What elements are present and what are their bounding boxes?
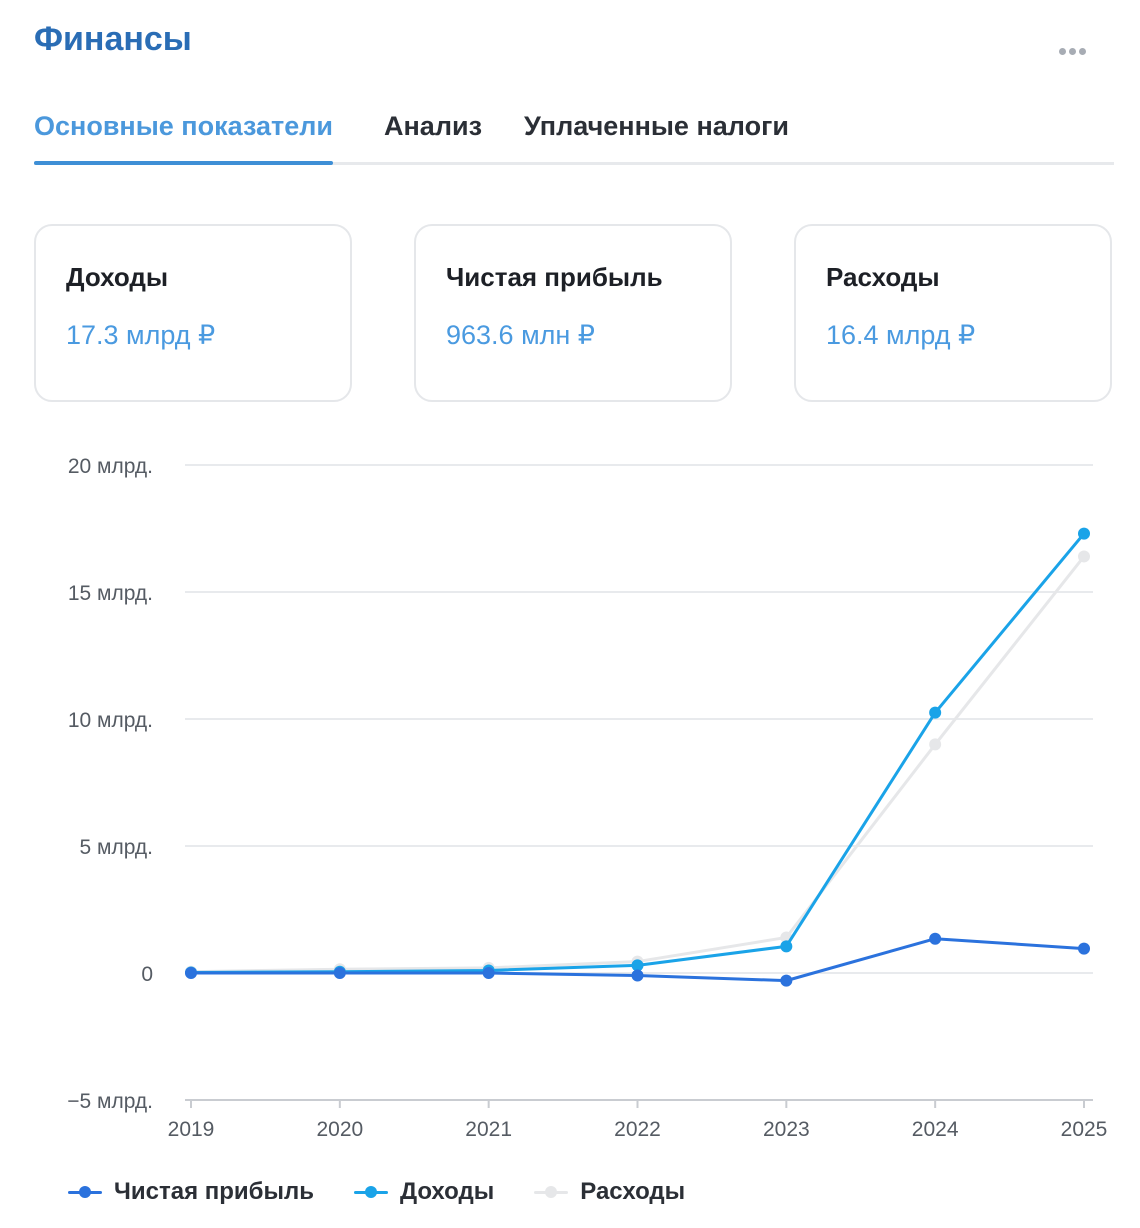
panel-title: Финансы xyxy=(34,20,192,58)
legend-label-net-profit: Чистая прибыль xyxy=(114,1178,314,1205)
legend-swatch-income xyxy=(353,1186,388,1198)
data-point xyxy=(929,932,942,945)
data-point xyxy=(1078,942,1090,955)
data-point xyxy=(780,974,793,987)
data-point xyxy=(631,969,644,982)
y-tick-label: 20 млрд. xyxy=(68,455,153,478)
data-point xyxy=(780,940,793,953)
data-point xyxy=(482,967,495,979)
card-income-value: 17.3 млрд ₽ xyxy=(66,320,216,350)
x-tick-label: 2022 xyxy=(614,1118,661,1141)
x-tick-label: 2023 xyxy=(763,1118,810,1141)
card-net-profit-label: Чистая прибыль xyxy=(446,262,663,292)
tab-main-indicators[interactable]: Основные показатели xyxy=(34,104,334,165)
data-point xyxy=(1078,527,1090,540)
x-tick-label: 2019 xyxy=(168,1118,215,1141)
series-line xyxy=(189,554,1086,974)
data-point xyxy=(929,738,942,751)
card-net-profit-value: 963.6 млн ₽ xyxy=(446,320,595,350)
y-tick-label: 0 xyxy=(141,963,153,986)
x-tick-label: 2021 xyxy=(465,1118,512,1141)
card-net-profit[interactable]: Чистая прибыль 963.6 млн ₽ xyxy=(414,224,732,402)
legend-swatch-net-profit xyxy=(68,1186,102,1198)
legend-item-expenses[interactable]: Расходы xyxy=(534,1178,685,1206)
tab-analysis[interactable]: Анализ xyxy=(384,111,482,141)
y-tick-label: −5 млрд. xyxy=(67,1090,153,1113)
x-tick-label: 2025 xyxy=(1061,1118,1108,1141)
more-horizontal-icon xyxy=(1058,47,1066,55)
card-expenses[interactable]: Расходы 16.4 млрд ₽ xyxy=(794,224,1112,402)
legend-swatch-expenses xyxy=(534,1186,569,1198)
data-point xyxy=(333,967,346,979)
legend-item-income[interactable]: Доходы xyxy=(353,1178,495,1206)
card-expenses-label: Расходы xyxy=(826,262,940,292)
more-options-button[interactable] xyxy=(1052,40,1092,62)
data-point xyxy=(185,967,197,979)
data-point xyxy=(1078,550,1090,563)
legend-label-expenses: Расходы xyxy=(580,1178,686,1205)
x-tick-label: 2024 xyxy=(912,1118,959,1141)
x-tick-label: 2020 xyxy=(316,1118,363,1141)
tab-paid-taxes[interactable]: Уплаченные налоги xyxy=(524,111,789,141)
card-income[interactable]: Доходы 17.3 млрд ₽ xyxy=(34,224,352,402)
data-point xyxy=(929,706,942,719)
card-income-label: Доходы xyxy=(66,262,169,292)
y-tick-label: 10 млрд. xyxy=(68,709,153,732)
card-expenses-value: 16.4 млрд ₽ xyxy=(826,320,976,350)
series-line xyxy=(189,532,1086,974)
tab-bar: Основные показатели Анализ Уплаченные на… xyxy=(34,104,1114,165)
y-tick-label: 15 млрд. xyxy=(68,582,153,605)
legend-item-net-profit[interactable]: Чистая прибыль xyxy=(68,1178,314,1206)
data-point xyxy=(631,959,644,972)
y-tick-label: 5 млрд. xyxy=(80,836,154,859)
chart-legend: Чистая прибыль Доходы Расходы xyxy=(68,1172,685,1212)
finance-line-chart: 20 млрд. 15 млрд. 10 млрд. 5 млрд. 0 −5 млрд.… xyxy=(67,455,1108,1141)
legend-label-income: Доходы xyxy=(399,1178,495,1205)
